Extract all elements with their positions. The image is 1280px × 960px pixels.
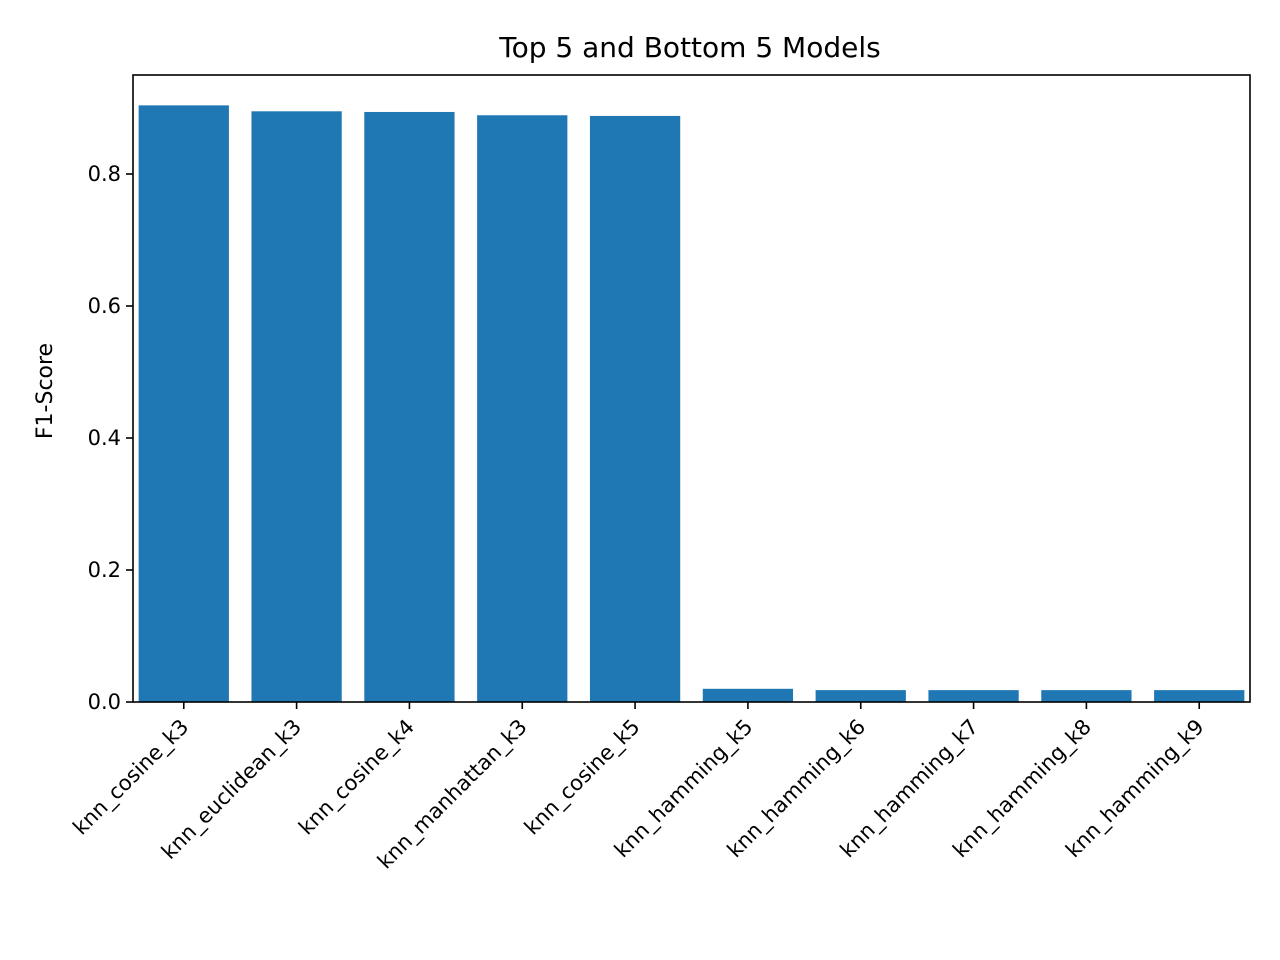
y-axis-ticks: 0.0 0.2 0.4 0.6 0.8 bbox=[88, 162, 133, 714]
bar-knn_hamming_k7 bbox=[928, 690, 1019, 702]
y-tick-label: 0.2 bbox=[88, 558, 121, 582]
y-tick-label: 0.8 bbox=[88, 162, 121, 186]
x-tick-label: knn_cosine_k3 bbox=[68, 715, 194, 841]
bar-knn_hamming_k6 bbox=[815, 690, 906, 702]
bar-knn_hamming_k9 bbox=[1154, 690, 1245, 702]
x-axis-ticks: knn_cosine_k3knn_euclidean_k3knn_cosine_… bbox=[68, 702, 1209, 874]
bar-knn_manhattan_k3 bbox=[477, 115, 568, 702]
plot-frame bbox=[132, 74, 1251, 703]
chart-title: Top 5 and Bottom 5 Models bbox=[498, 31, 880, 64]
bars-group bbox=[138, 105, 1245, 703]
y-axis-label: F1-Score bbox=[33, 343, 58, 439]
bar-knn_cosine_k3 bbox=[138, 105, 229, 703]
y-tick-label: 0.6 bbox=[88, 294, 121, 318]
bar-knn_hamming_k8 bbox=[1041, 690, 1132, 702]
bar-knn_cosine_k5 bbox=[589, 115, 681, 703]
x-tick-label: knn_cosine_k5 bbox=[520, 715, 646, 841]
bar-knn_cosine_k4 bbox=[364, 111, 455, 702]
bar-knn_hamming_k5 bbox=[702, 688, 794, 702]
y-tick-label: 0.0 bbox=[88, 690, 121, 714]
bar-knn_euclidean_k3 bbox=[251, 111, 342, 703]
x-tick-label: knn_cosine_k4 bbox=[294, 715, 420, 841]
y-tick-label: 0.4 bbox=[88, 426, 121, 450]
